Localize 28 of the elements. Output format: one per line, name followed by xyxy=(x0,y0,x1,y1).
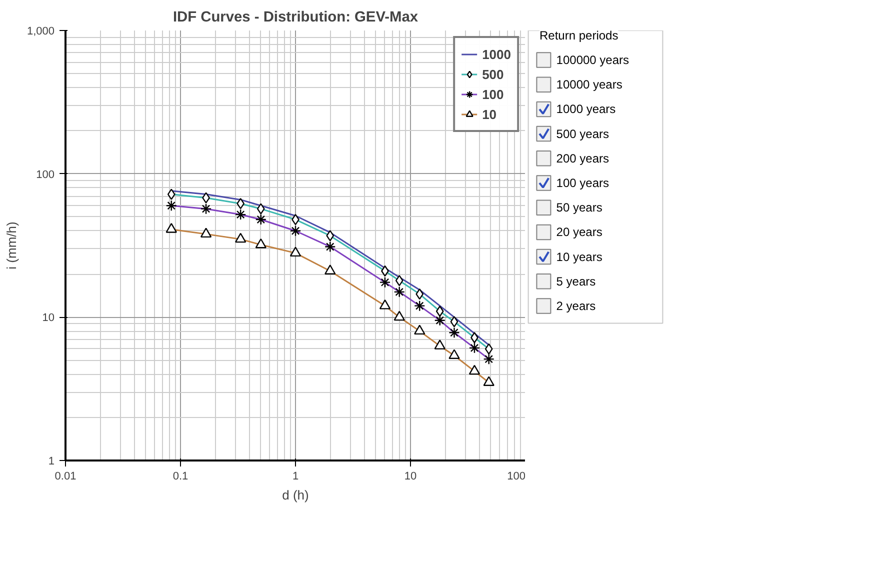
y-tick-label: 1,000 xyxy=(26,26,55,38)
chart-title: IDF Curves - Distribution: GEV-Max xyxy=(172,10,419,26)
y-tick-label: 1 xyxy=(48,456,55,468)
x-tick-label: 1 xyxy=(292,470,299,482)
category-label: 100 years xyxy=(556,176,610,190)
category-label: 200 years xyxy=(556,151,610,166)
category-label: 50 years xyxy=(556,200,602,215)
category-label: 500 years xyxy=(556,126,610,141)
x-tick-label: 0.1 xyxy=(172,470,188,482)
x-tick-label: 0.01 xyxy=(54,470,76,482)
x-tick-label: 100 xyxy=(507,470,526,482)
category-label: 1000 years xyxy=(556,102,616,116)
y-tick-label: 100 xyxy=(36,168,55,181)
category-label: 20 years xyxy=(556,225,602,240)
x-axis-title: d (h) xyxy=(282,488,309,502)
text: Return periods xyxy=(540,28,618,42)
legend-label: 10 xyxy=(482,106,498,122)
legend-label: 100 xyxy=(482,86,504,102)
category-label: 2 years xyxy=(556,298,596,313)
y-axis-title: i (mm/h) xyxy=(4,222,19,270)
legend-label: 1000 xyxy=(482,46,511,62)
legend-label: 500 xyxy=(482,66,504,82)
x-tick-label: 10 xyxy=(404,470,417,482)
category-label: 5 years xyxy=(556,274,596,288)
category-label: 100000 years xyxy=(556,53,630,68)
y-tick-label: 10 xyxy=(42,312,55,324)
category-label: 10000 years xyxy=(556,78,622,92)
category-label: 10 years xyxy=(556,250,602,264)
